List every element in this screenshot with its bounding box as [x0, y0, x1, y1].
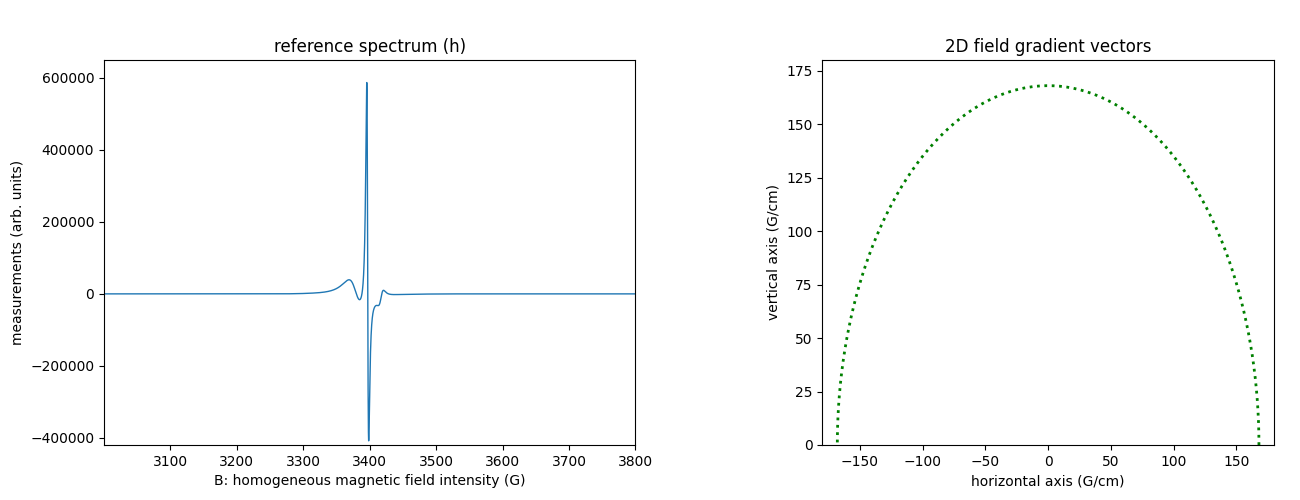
Title: reference spectrum (h): reference spectrum (h) [274, 38, 465, 56]
X-axis label: B: homogeneous magnetic field intensity (G): B: homogeneous magnetic field intensity … [214, 474, 525, 488]
Y-axis label: measurements (arb. units): measurements (arb. units) [10, 160, 25, 345]
Y-axis label: vertical axis (G/cm): vertical axis (G/cm) [767, 184, 780, 320]
Title: 2D field gradient vectors: 2D field gradient vectors [945, 38, 1152, 56]
X-axis label: horizontal axis (G/cm): horizontal axis (G/cm) [971, 474, 1124, 488]
